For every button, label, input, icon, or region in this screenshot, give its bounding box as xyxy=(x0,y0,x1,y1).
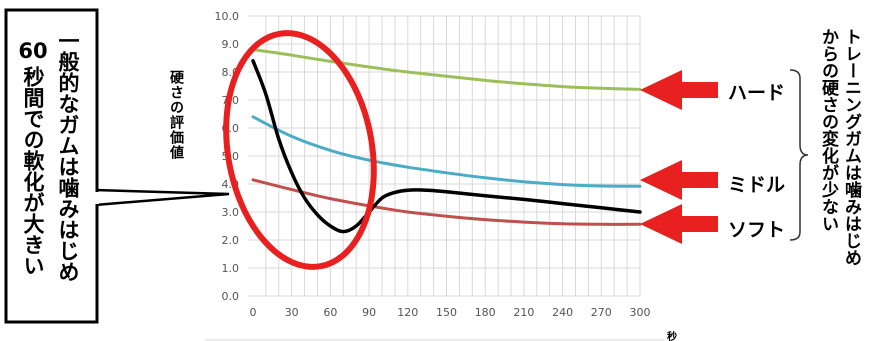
arrow-middle-shape xyxy=(640,160,718,200)
y-tick-label: 10.0 xyxy=(215,10,240,23)
y-tick-label: 3.0 xyxy=(222,206,240,219)
y-tick-label: 1.0 xyxy=(222,262,240,275)
series-line-regular xyxy=(251,59,642,234)
series-line-hard xyxy=(251,48,642,91)
series-line-soft xyxy=(251,178,642,226)
chart-series xyxy=(251,48,642,234)
label-hard: ハード xyxy=(728,82,785,104)
callout-pointer xyxy=(93,188,230,207)
x-tick-label: 30 xyxy=(285,306,299,319)
y-tick-label: 0.0 xyxy=(222,290,240,303)
x-tick-label: 240 xyxy=(552,306,573,319)
y-tick-label: 2.0 xyxy=(222,234,240,247)
right-note-col2: からの硬さの変化が少ない xyxy=(818,28,840,232)
arrow-hard xyxy=(640,70,718,110)
y-axis-title-text: 硬さの評価値 xyxy=(168,70,185,160)
x-tick-label: 60 xyxy=(323,306,337,319)
chart-gridlines xyxy=(248,15,641,296)
right-bracket xyxy=(789,69,809,241)
y-tick-label: 9.0 xyxy=(222,38,240,51)
arrow-middle xyxy=(640,160,718,200)
x-axis-title: 秒 xyxy=(667,330,677,341)
x-tick-label: 150 xyxy=(436,306,457,319)
x-tick-labels: 0 30 60 90 120 150 180 210 240 270 300 xyxy=(250,306,651,319)
callout-text-col2: 秒間での軟化が大きい xyxy=(21,65,45,276)
callout-box xyxy=(4,8,99,324)
x-tick-label: 120 xyxy=(397,306,418,319)
label-middle: ミドル xyxy=(728,174,785,196)
arrow-hard-shape xyxy=(640,70,718,110)
highlight-ellipse xyxy=(223,30,377,270)
label-soft: ソフト xyxy=(728,219,785,241)
callout-number: 60 xyxy=(18,39,47,63)
y-axis-title: 硬さの評価値 xyxy=(168,70,185,160)
callout-text-col1: 一般的なガムは噛みはじめ xyxy=(56,30,80,282)
x-tick-label: 0 xyxy=(250,306,257,319)
right-note-col1: トレーニングガムは噛みはじめ xyxy=(841,28,862,266)
x-tick-label: 180 xyxy=(475,306,496,319)
x-tick-label: 300 xyxy=(630,306,651,319)
x-tick-label: 90 xyxy=(362,306,376,319)
arrow-soft-shape xyxy=(640,204,718,244)
callout: 一般的なガムは噛みはじめ 60 秒間での軟化が大きい xyxy=(4,8,230,324)
x-tick-label: 210 xyxy=(513,306,534,319)
x-tick-label: 270 xyxy=(591,306,612,319)
arrow-soft xyxy=(640,204,718,244)
series-line-middle xyxy=(251,115,642,188)
